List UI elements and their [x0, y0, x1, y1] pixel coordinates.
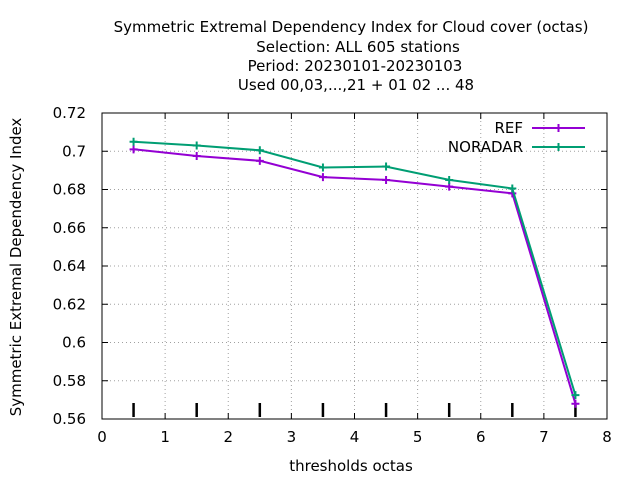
y-axis-ticks: 0.56 0.58 0.6 0.62 0.64 0.66 0.68 0.7 0.72 — [53, 104, 607, 428]
series-line-ref — [133, 148, 577, 404]
legend-marker-ref — [554, 124, 563, 132]
data-point-noradar — [192, 141, 201, 150]
data-point-ref — [318, 173, 327, 182]
title-line-1: Symmetric Extremal Dependency Index for … — [114, 18, 589, 36]
legend-label-ref: REF — [494, 119, 523, 137]
data-point-ref — [129, 145, 138, 154]
data-point-ref — [255, 156, 264, 165]
data-point-noradar — [255, 146, 264, 155]
x-tick-label: 4 — [350, 428, 360, 446]
data-point-noradar — [508, 184, 517, 193]
x-axis-label: thresholds octas — [289, 457, 413, 475]
legend-marker-noradar — [554, 143, 563, 151]
data-point-ref — [192, 152, 201, 161]
x-tick-label: 0 — [97, 428, 107, 446]
y-tick-label: 0.68 — [53, 181, 86, 199]
x-tick-label: 7 — [539, 428, 549, 446]
x-tick-label: 8 — [602, 428, 612, 446]
title-line-2: Selection: ALL 605 stations — [256, 38, 460, 56]
title-line-3: Period: 20230101-20230103 — [248, 57, 463, 75]
title-line-4: Used 00,03,...,21 + 01 02 ... 48 — [238, 76, 474, 94]
y-tick-label: 0.56 — [53, 410, 86, 428]
series-lines — [129, 137, 580, 408]
legend-label-noradar: NORADAR — [448, 138, 523, 156]
y-tick-label: 0.66 — [53, 219, 86, 237]
x-axis-ticks: 0 1 2 3 4 5 6 7 8 — [97, 113, 612, 446]
series-line-noradar — [133, 140, 577, 396]
data-point-noradar — [445, 175, 454, 184]
x-tick-label: 1 — [160, 428, 170, 446]
x-tick-label: 6 — [476, 428, 486, 446]
y-tick-label: 0.62 — [53, 295, 86, 313]
grid — [102, 113, 607, 419]
data-point-ref — [445, 182, 454, 191]
data-point-noradar — [382, 162, 391, 171]
y-axis-label: Symmetric Extremal Dependency Index — [7, 118, 25, 417]
x-tick-label: 3 — [287, 428, 297, 446]
y-tick-label: 0.64 — [53, 257, 86, 275]
data-point-ref — [382, 175, 391, 184]
chart-title: Symmetric Extremal Dependency Index for … — [114, 18, 589, 94]
x-tick-label: 2 — [223, 428, 233, 446]
data-point-ref — [571, 399, 580, 408]
data-point-noradar — [129, 137, 138, 146]
data-point-noradar — [571, 391, 580, 400]
y-tick-label: 0.7 — [62, 142, 86, 160]
x-tick-label: 5 — [413, 428, 423, 446]
y-tick-label: 0.72 — [53, 104, 86, 122]
y-tick-label: 0.58 — [53, 372, 86, 390]
data-point-noradar — [318, 163, 327, 172]
y-tick-label: 0.6 — [62, 334, 86, 352]
